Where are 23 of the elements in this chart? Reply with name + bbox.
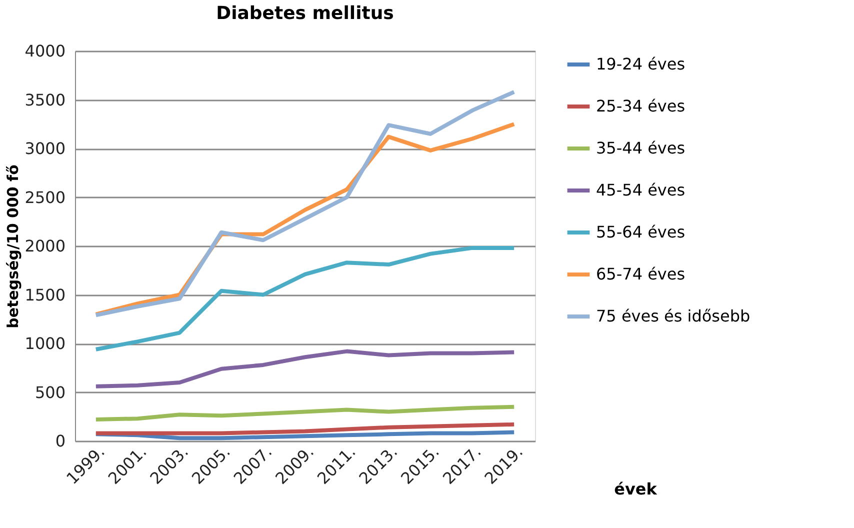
y-tick-label: 2000	[24, 236, 66, 256]
y-tick-label: 0	[55, 432, 66, 450]
y-tick-label: 1000	[24, 334, 66, 353]
legend-label: 65-74 éves	[596, 264, 686, 284]
y-tick-label: 2500	[24, 188, 66, 207]
y-tick-label: 500	[34, 382, 66, 402]
line-series	[94, 349, 516, 388]
legend-label: 75 éves és idősebb	[596, 306, 750, 326]
x-axis-title: évek	[614, 480, 658, 498]
line-series	[94, 246, 516, 352]
legend-label: 45-54 éves	[596, 180, 686, 200]
legend-label: 55-64 éves	[596, 222, 686, 242]
y-tick-label: 3000	[24, 139, 66, 158]
chart-title: Diabetes mellitus	[216, 3, 394, 24]
legend-label: 35-44 éves	[596, 138, 686, 158]
line-series	[94, 404, 516, 422]
y-tick-label: 4000	[24, 42, 66, 60]
y-axis-title: betegség/10 000 fő	[4, 164, 22, 328]
y-tick-label: 3500	[24, 90, 66, 110]
y-tick-label: 1500	[24, 285, 66, 304]
legend-label: 19-24 éves	[596, 54, 686, 74]
line-series	[94, 422, 516, 436]
legend-label: 25-34 éves	[596, 96, 686, 116]
